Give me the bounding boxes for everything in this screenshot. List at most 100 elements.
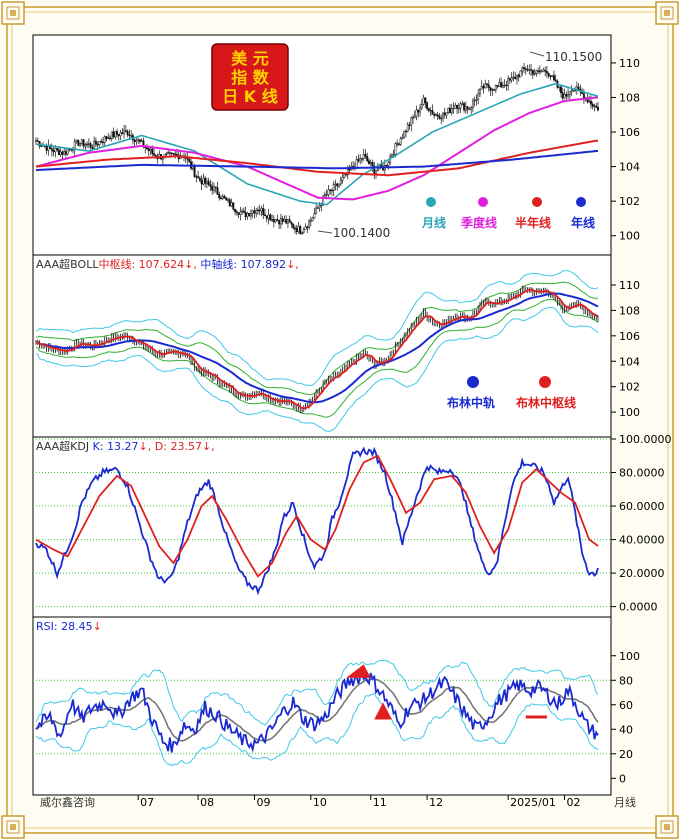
candle-body [570, 90, 573, 92]
candle-body [565, 94, 568, 97]
candle-body [200, 179, 203, 185]
kdj-axis-tick-label: 100.0000 [619, 433, 672, 446]
candle-body [531, 69, 534, 75]
boll-axis-tick-label: 104 [619, 355, 640, 368]
candle-body [480, 85, 483, 90]
ma-month-line [35, 82, 598, 206]
candle-body [470, 107, 473, 110]
rsi-panel: 0 20 40 60 80 100 [33, 650, 640, 785]
candle-body [450, 108, 453, 113]
candle-body [436, 114, 439, 117]
boll-lower-inner-band [35, 298, 599, 418]
candle-body [56, 148, 59, 151]
candle-body [89, 143, 92, 148]
candle-body [329, 189, 332, 191]
candle-body [214, 186, 217, 188]
candle-body [468, 108, 471, 111]
candle-body [135, 140, 138, 142]
candle-body [197, 176, 200, 179]
candle-body [487, 84, 490, 89]
candle-body [165, 153, 168, 155]
candle-body [140, 140, 143, 142]
candle-body [149, 148, 152, 151]
rsi-title: RSI [36, 620, 54, 633]
price-axis-tick-label: 100 [619, 230, 640, 243]
candle-body [86, 143, 89, 146]
kdj-d-value: 23.57 [170, 440, 202, 453]
rsi-axis-tick-label: 20 [619, 748, 633, 761]
candle-body [170, 152, 173, 154]
candle-body [549, 75, 552, 78]
kdj-axis-tick-label: 80.0000 [619, 467, 665, 480]
candle-body [133, 139, 136, 142]
candle-body [424, 97, 427, 103]
candle-body [79, 143, 81, 146]
candle-body [204, 177, 207, 184]
candle-body [124, 130, 127, 132]
candle-body [551, 75, 554, 78]
candle-body [93, 140, 96, 149]
panel-frames [32, 34, 612, 796]
candle-body [209, 184, 212, 187]
ma-year-line [35, 150, 598, 172]
candle-body [359, 158, 362, 162]
candle-body [597, 107, 599, 111]
candle-body [348, 169, 351, 171]
x-tick-label: 11 [373, 796, 387, 809]
candle-body [279, 218, 282, 225]
candle-body [82, 139, 85, 147]
candle-body [510, 77, 513, 81]
candle-body [174, 153, 177, 155]
candle-body [251, 210, 254, 214]
candle-body [278, 220, 281, 225]
kdj-axis-tick-label: 60.0000 [619, 500, 665, 513]
candle-body [443, 112, 446, 116]
x-tick-label: 2025/01 [510, 796, 556, 809]
logo-line-3: 日 K 线 [222, 87, 278, 106]
candle-body [419, 107, 422, 113]
candle-body [313, 213, 316, 219]
candle-body [385, 164, 388, 167]
candle-body [454, 104, 457, 109]
candle-body [294, 227, 296, 230]
candle-body [440, 117, 443, 120]
candle-body [218, 194, 221, 199]
boll-axis-tick-label: 102 [619, 381, 640, 394]
kdj-d-label: D: [155, 440, 171, 453]
candle-body [357, 159, 360, 162]
rsi-line [35, 671, 599, 753]
candle-body [232, 202, 235, 210]
candle-body [341, 177, 344, 181]
candle-body [107, 137, 110, 139]
candle-body [302, 229, 305, 233]
kdj-header: AAA超KDJ K: 13.27↓, D: 23.57↓, [36, 439, 215, 453]
rsi-upper-band [35, 659, 599, 726]
x-tick-label: 08 [200, 796, 214, 809]
high-leader [529, 51, 545, 57]
candle-body [540, 71, 543, 73]
candle-body [96, 143, 99, 146]
candle-body [538, 70, 541, 73]
candle-body [77, 139, 80, 146]
candle-body [360, 158, 363, 160]
price-panel: 100 102 104 106 108 110 [35, 57, 640, 243]
candle-body [547, 72, 550, 76]
candle-body [230, 202, 233, 207]
candle-body [253, 210, 256, 214]
kdj-axis-tick-label: 20.0000 [619, 567, 665, 580]
boll-axis-value: 107.892 [241, 258, 287, 271]
candle-body [528, 69, 531, 71]
candle-body [128, 134, 131, 136]
boll-title: AAA超BOLL [36, 257, 99, 271]
price-legend: 月线 季度线 半年线 年线 [421, 197, 595, 230]
candle-body [292, 223, 295, 229]
rsi-axis-tick-label: 80 [619, 674, 633, 687]
candle-body [153, 153, 155, 156]
candle-body [447, 107, 450, 113]
corner-ornament-tr [655, 1, 679, 25]
candle-body [172, 152, 175, 155]
candle-body [114, 131, 117, 138]
candle-body [36, 140, 39, 142]
x-tick-label: 09 [256, 796, 270, 809]
